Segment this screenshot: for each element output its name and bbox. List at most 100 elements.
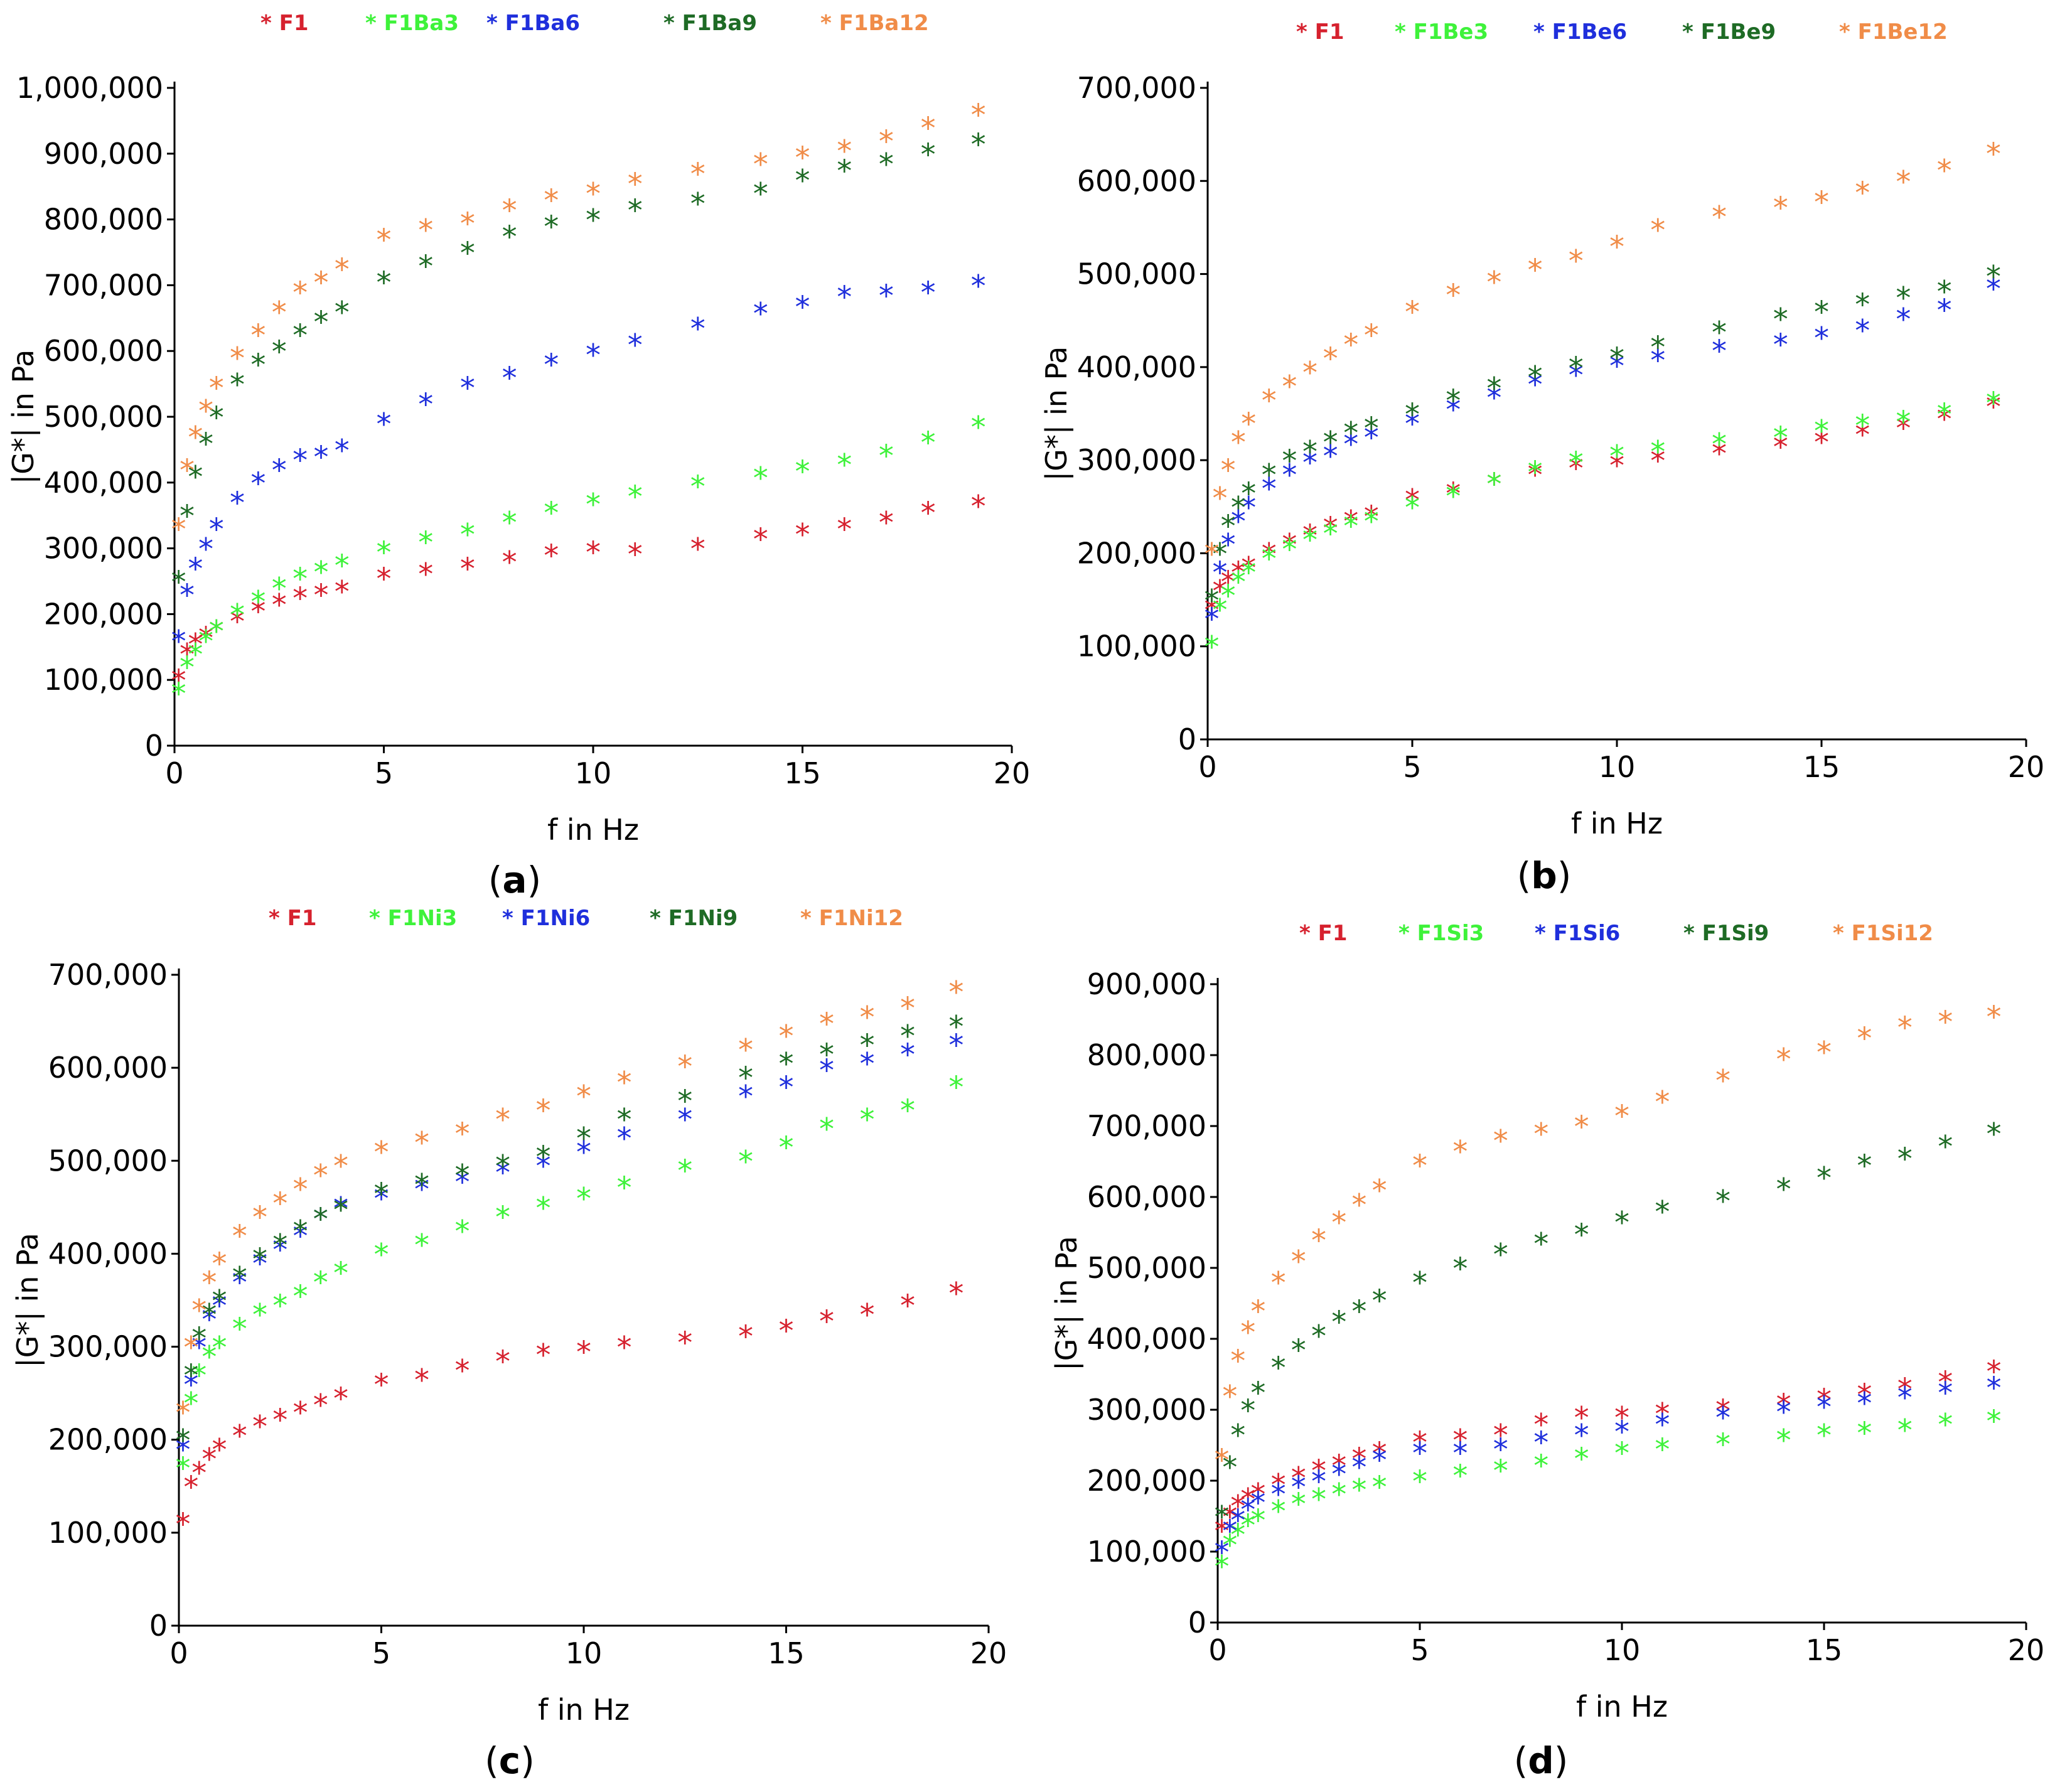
y-tick-label: 200,000 — [44, 597, 163, 631]
data-point: * — [921, 426, 936, 461]
data-point: * — [1533, 1408, 1548, 1443]
data-point: * — [1221, 453, 1236, 488]
data-point: * — [495, 1200, 510, 1235]
data-point: * — [230, 598, 245, 633]
data-point: * — [414, 1228, 429, 1264]
data-point: * — [335, 575, 350, 610]
data-point: * — [198, 394, 213, 429]
y-tick-label: 0 — [149, 1609, 168, 1643]
data-point: * — [1817, 1383, 1832, 1418]
data-point: * — [544, 348, 559, 383]
panel-label-close: ) — [527, 859, 542, 901]
data-point: * — [455, 1214, 470, 1249]
data-point: * — [1364, 500, 1379, 535]
data-point: * — [544, 183, 559, 218]
data-point: * — [377, 223, 392, 258]
data-point: * — [1282, 458, 1297, 493]
x-axis-title: f in Hz — [1576, 1690, 1668, 1724]
data-point: * — [1412, 1266, 1427, 1301]
data-point: * — [1241, 555, 1256, 591]
data-point: * — [414, 1363, 429, 1398]
legend-entry: * F1 — [260, 11, 309, 36]
y-tick-label: 600,000 — [48, 1051, 168, 1085]
data-point: * — [1650, 343, 1665, 378]
y-tick-label: 600,000 — [1077, 164, 1196, 198]
data-point: * — [333, 1256, 348, 1291]
data-point: * — [576, 1121, 591, 1156]
data-point: * — [198, 621, 213, 656]
data-point: * — [1331, 1449, 1346, 1484]
data-point: * — [1250, 1477, 1265, 1512]
data-point: * — [335, 252, 350, 287]
data-point: * — [1250, 1294, 1265, 1329]
data-point: * — [335, 433, 350, 468]
data-point: * — [1855, 287, 1870, 323]
data-point: * — [1351, 1450, 1366, 1485]
data-point: * — [414, 1172, 429, 1208]
legend-entry: * F1Si3 — [1398, 921, 1484, 946]
data-point: * — [183, 1358, 198, 1393]
data-point: * — [1614, 1436, 1629, 1471]
data-point: * — [1452, 1459, 1468, 1494]
x-tick-label: 20 — [2008, 1633, 2045, 1667]
data-point: * — [1222, 1514, 1237, 1549]
panel-label-letter: d — [1528, 1739, 1554, 1782]
data-point: * — [232, 1419, 247, 1454]
data-point: * — [1986, 1117, 2001, 1152]
data-point: * — [1609, 230, 1624, 265]
data-point: * — [879, 124, 894, 159]
data-point: * — [212, 1284, 227, 1319]
data-point: * — [1282, 444, 1297, 479]
data-point: * — [313, 1388, 328, 1423]
data-point: * — [628, 193, 643, 228]
data-point: * — [455, 1165, 470, 1200]
data-point: * — [1574, 1110, 1589, 1145]
data-point: * — [1231, 555, 1246, 591]
panel-label: (b) — [1517, 854, 1572, 897]
data-point: * — [1241, 407, 1256, 442]
data-point: * — [232, 1260, 247, 1296]
data-point: * — [209, 512, 224, 547]
data-point: * — [1262, 458, 1277, 493]
data-point: * — [1855, 418, 1870, 453]
data-point: * — [586, 177, 601, 212]
data-point: * — [1241, 476, 1256, 512]
data-point: * — [677, 1084, 692, 1119]
x-tick-label: 20 — [2008, 750, 2045, 784]
data-point: * — [1938, 1130, 1953, 1165]
legend-entry: * F1 — [1296, 19, 1344, 45]
data-point: * — [1231, 505, 1246, 540]
data-point: * — [1986, 1404, 2001, 1439]
legend-entry: * F1Ni6 — [502, 906, 590, 931]
data-point: * — [1262, 537, 1277, 572]
data-point: * — [536, 1149, 551, 1184]
x-tick-label: 15 — [1806, 1633, 1843, 1667]
data-point: * — [1857, 1416, 1872, 1451]
data-point: * — [586, 203, 601, 239]
data-point: * — [795, 454, 810, 490]
data-point: * — [1896, 411, 1911, 446]
data-point: * — [418, 249, 433, 284]
data-point: * — [860, 1047, 875, 1082]
data-point: * — [171, 512, 186, 547]
data-point: * — [502, 361, 517, 396]
data-point: * — [1486, 467, 1501, 502]
data-point: * — [1986, 386, 2001, 421]
y-tick-label: 100,000 — [48, 1516, 168, 1550]
data-point: * — [1213, 574, 1228, 609]
data-point: * — [1857, 1021, 1872, 1056]
data-point: * — [795, 518, 810, 553]
data-point: * — [1650, 434, 1665, 469]
data-point: * — [1986, 1355, 2001, 1390]
data-point: * — [333, 1191, 348, 1226]
y-tick-label: 900,000 — [44, 137, 163, 171]
data-point: * — [1351, 1294, 1366, 1329]
data-point: * — [1773, 421, 1788, 456]
data-point: * — [948, 1028, 963, 1063]
data-point: * — [536, 1093, 551, 1129]
data-point: * — [1351, 1473, 1366, 1508]
data-point: * — [1282, 528, 1297, 563]
data-point: * — [1897, 1414, 1913, 1449]
x-tick-label: 10 — [566, 1636, 603, 1670]
data-point: * — [1205, 584, 1220, 619]
